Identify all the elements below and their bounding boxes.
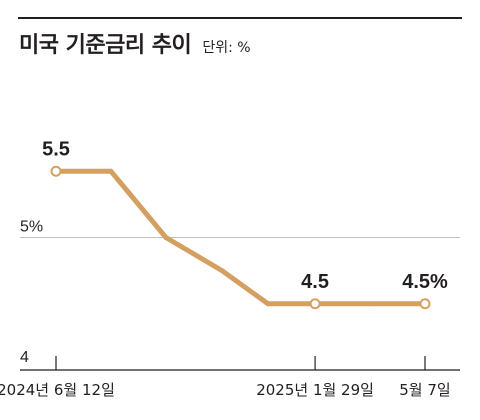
point-marker (309, 298, 321, 310)
point-marker (50, 165, 62, 177)
data-point (265, 301, 271, 307)
rate-line (53, 168, 428, 307)
y-tick-label: 5% (20, 219, 43, 236)
data-label: 4.5% (402, 271, 448, 293)
x-tick-label: 2024년 6월 12일 (0, 381, 115, 399)
y-tick-label: 4 (20, 349, 29, 366)
title-row: 미국 기준금리 추이 단위: % (19, 27, 251, 59)
data-point (219, 268, 225, 274)
data-point (163, 235, 169, 240)
point-marker (419, 298, 431, 310)
data-point (367, 301, 373, 307)
x-tick-label: 2025년 1월 29일 (256, 381, 374, 399)
unit-label: 단위: % (202, 40, 251, 56)
x-tick-label: 5월 7일 (399, 381, 450, 399)
data-point (108, 168, 114, 174)
data-label: 5.5 (42, 138, 70, 160)
top-rule (18, 17, 462, 19)
chart-title: 미국 기준금리 추이 (19, 33, 192, 58)
data-label: 4.5 (301, 271, 329, 293)
